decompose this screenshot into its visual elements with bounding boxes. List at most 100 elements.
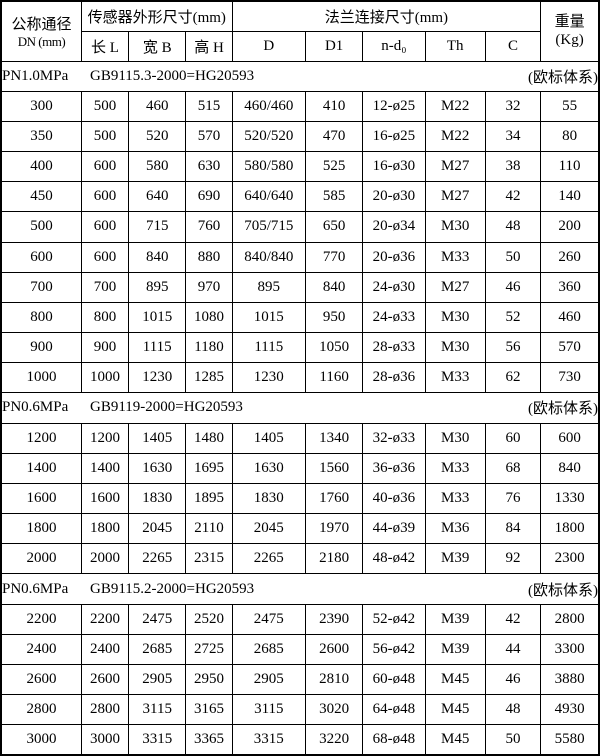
table-cell: M45 [424, 694, 486, 726]
table-cell: M22 [424, 120, 486, 153]
header-col-nd0: n-d₀ [362, 30, 426, 62]
table-cell: 2725 [185, 633, 233, 665]
table-cell: 1330 [540, 482, 600, 515]
table-cell: 460 [128, 90, 187, 122]
table-cell: 2800 [80, 694, 130, 726]
header-col-d1: D1 [304, 30, 364, 62]
section-note: (欧标体系) [528, 69, 598, 86]
table-row: 1200 1200 1405 1480 1405 1340 32-ø33 M30 60 600 [0, 422, 600, 454]
table-cell: 2265 [128, 543, 187, 575]
table-cell: 2400 [0, 633, 82, 665]
table-row: 800 800 1015 1080 1015 950 24-ø33 M30 52 460 [0, 301, 600, 334]
table-cell: 2200 [80, 603, 130, 635]
table-cell: 68 [484, 452, 542, 484]
table-cell: 52-ø42 [362, 603, 426, 635]
table-cell: 350 [0, 120, 82, 153]
table-row: 900 900 1115 1180 1115 1050 28-ø33 M30 56 570 [0, 332, 600, 364]
table-cell: 1600 [80, 482, 130, 515]
header-col-th: Th [424, 30, 486, 62]
table-cell: 46 [484, 663, 542, 696]
table-cell: 400 [0, 151, 82, 183]
table-cell: 1560 [304, 452, 364, 484]
table-row: 2600 2600 2905 2950 2905 2810 60-ø48 M45 46 3880 [0, 663, 600, 696]
table-cell: 1630 [128, 452, 187, 484]
table-cell: 1050 [304, 332, 364, 364]
table-cell: 1600 [0, 482, 82, 515]
table-cell: 64-ø48 [362, 694, 426, 726]
table-cell: 28-ø36 [362, 362, 426, 394]
table-cell: 705/715 [231, 211, 306, 243]
table-cell: 260 [540, 241, 600, 273]
table-cell: 300 [0, 90, 82, 122]
table-cell: M33 [424, 452, 486, 484]
header-col-c: C [484, 30, 542, 62]
table-cell: 2045 [231, 513, 306, 545]
table-cell: 2390 [304, 603, 364, 635]
table-cell: 520 [128, 120, 187, 153]
table-cell: 700 [80, 271, 130, 303]
table-cell: 1200 [0, 422, 82, 454]
section-standard: GB9115.2-2000=HG20593 [90, 580, 255, 597]
table-cell: 580/580 [231, 151, 306, 183]
table-cell: 460 [540, 301, 600, 334]
table-cell: 1115 [128, 332, 187, 364]
table-cell: 3020 [304, 694, 364, 726]
table-cell: 42 [484, 603, 542, 635]
table-row: 2400 2400 2685 2725 2685 2600 56-ø42 M39 44 3300 [0, 633, 600, 665]
table-cell: 55 [540, 90, 600, 122]
header-weight-line1: 重量 [554, 13, 585, 30]
table-cell: 1000 [80, 362, 130, 394]
table-cell: 515 [185, 90, 233, 122]
table-cell: 50 [484, 241, 542, 273]
table-cell: M36 [424, 513, 486, 545]
table-cell: 700 [0, 271, 82, 303]
table-cell: 525 [304, 151, 364, 183]
table-cell: 1970 [304, 513, 364, 545]
table-cell: M30 [424, 332, 486, 364]
table-cell: 500 [80, 120, 130, 153]
table-cell: 895 [128, 271, 187, 303]
table-cell: 460/460 [231, 90, 306, 122]
table-cell: 2685 [128, 633, 187, 665]
table-row: 450 600 640 690 640/640 585 20-ø30 M27 42 140 [0, 181, 600, 213]
table-cell: 12-ø25 [362, 90, 426, 122]
table-cell: 1405 [128, 422, 187, 454]
table-cell: 1200 [80, 422, 130, 454]
table-cell: 650 [304, 211, 364, 243]
table-cell: 92 [484, 543, 542, 575]
table-cell: 2400 [80, 633, 130, 665]
table-cell: 56-ø42 [362, 633, 426, 665]
table-cell: 28-ø33 [362, 332, 426, 364]
table-cell: 1800 [540, 513, 600, 545]
table-cell: 1800 [0, 513, 82, 545]
table-cell: 1760 [304, 482, 364, 515]
table-cell: 2300 [540, 543, 600, 575]
table-cell: M22 [424, 90, 486, 122]
table-cell: 3300 [540, 633, 600, 665]
table-cell: 20-ø30 [362, 181, 426, 213]
table-cell: 34 [484, 120, 542, 153]
table-cell: 2045 [128, 513, 187, 545]
table-cell: 800 [80, 301, 130, 334]
section-pressure: PN1.0MPa [2, 67, 69, 84]
table-cell: 2905 [231, 663, 306, 696]
table-cell: M39 [424, 603, 486, 635]
table-cell: 760 [185, 211, 233, 243]
table-cell: 640 [128, 181, 187, 213]
table-cell: 52 [484, 301, 542, 334]
table-cell: 38 [484, 151, 542, 183]
table-row: 2000 2000 2265 2315 2265 2180 48-ø42 M39 92 2300 [0, 543, 600, 575]
header-col-length: 长 L [80, 30, 130, 62]
table-cell: 1480 [185, 422, 233, 454]
section-note: (欧标体系) [528, 582, 598, 599]
table-cell: 950 [304, 301, 364, 334]
table-cell: 3315 [231, 724, 306, 756]
table-cell: 62 [484, 362, 542, 394]
table-cell: 1080 [185, 301, 233, 334]
table-cell: 1180 [185, 332, 233, 364]
table-cell: 895 [231, 271, 306, 303]
table-cell: 840/840 [231, 241, 306, 273]
header-dn-line1: 公称通径 [11, 16, 72, 33]
table-cell: M30 [424, 301, 486, 334]
table-cell: 840 [304, 271, 364, 303]
